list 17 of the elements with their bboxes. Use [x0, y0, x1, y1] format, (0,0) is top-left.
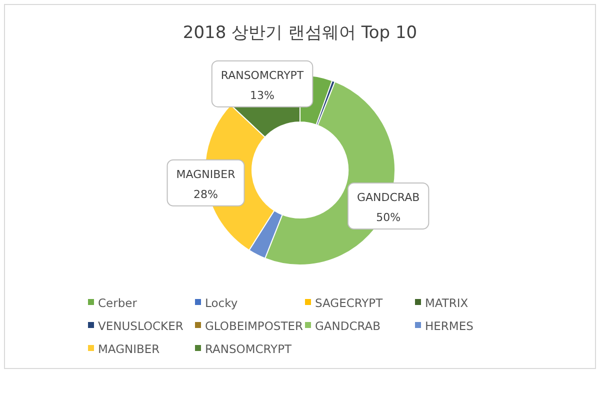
legend-label: MATRIX	[425, 296, 468, 310]
legend-label: VENUSLOCKER	[98, 319, 184, 333]
legend-label: SAGECRYPT	[315, 296, 384, 310]
data-label: 50%	[376, 210, 401, 224]
slice-label: MAGNIBER	[176, 168, 236, 181]
legend-label: GANDCRAB	[315, 319, 381, 333]
legend-label: RANSOMCRYPT	[205, 342, 293, 356]
legend-label: MAGNIBER	[98, 342, 160, 356]
legend-label: GLOBEIMPOSTER	[205, 319, 304, 333]
chart-title: 2018 상반기 랜섬웨어 Top 10	[182, 23, 418, 43]
legend-label: Locky	[205, 296, 238, 310]
slice-label: RANSOMCRYPT	[220, 68, 304, 82]
slice-label: GANDCRAB	[356, 190, 420, 204]
data-label: 13%	[250, 88, 274, 102]
legend-label: HERMES	[425, 319, 474, 333]
data-label: 28%	[194, 188, 218, 201]
legend-label: Cerber	[98, 296, 138, 310]
